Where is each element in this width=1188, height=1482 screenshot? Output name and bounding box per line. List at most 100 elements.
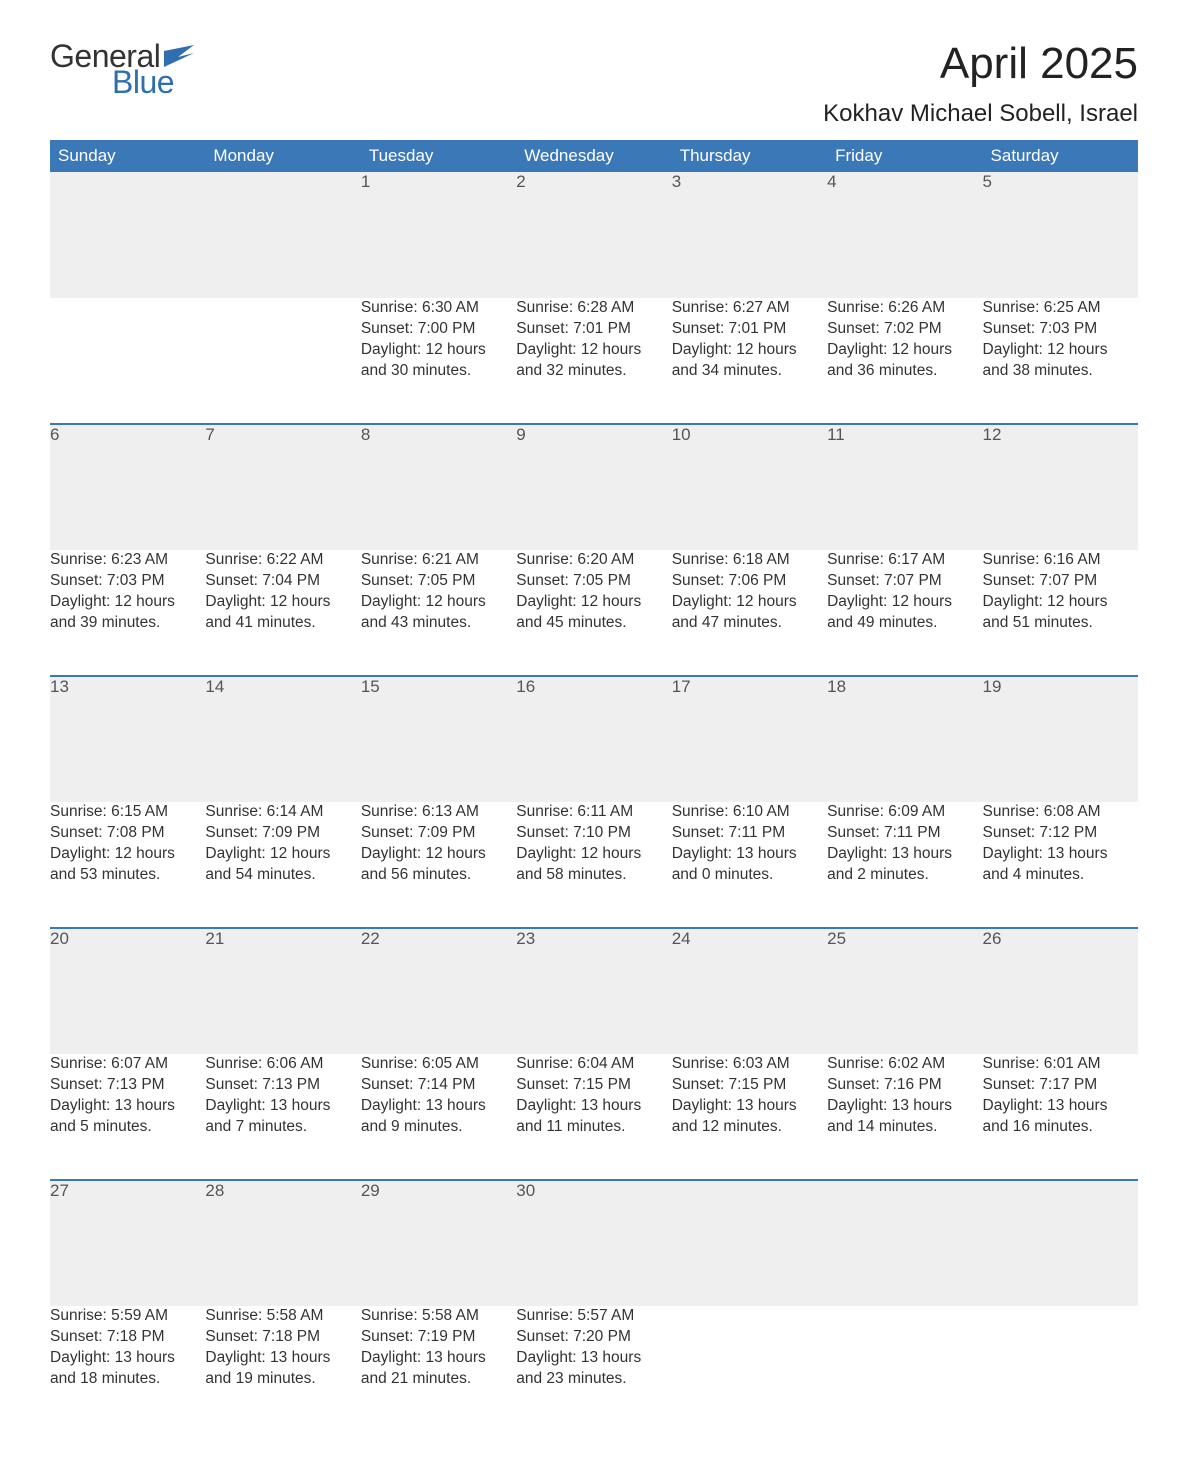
sunset-text: Sunset: 7:19 PM	[361, 1327, 516, 1348]
sunrise-text: Sunrise: 6:21 AM	[361, 550, 516, 571]
day-number-row: 6789101112	[50, 424, 1138, 550]
dl2-text: and 34 minutes.	[672, 361, 827, 382]
dl1-text: Daylight: 12 hours	[361, 592, 516, 613]
day-number: 26	[983, 928, 1138, 1054]
weekday-header: Friday	[827, 140, 982, 172]
dl1-text: Daylight: 12 hours	[205, 592, 360, 613]
day-content-row: Sunrise: 6:30 AMSunset: 7:00 PMDaylight:…	[50, 298, 1138, 424]
day-number: 28	[205, 1180, 360, 1306]
sunset-text: Sunset: 7:01 PM	[516, 319, 671, 340]
dl2-text: and 23 minutes.	[516, 1369, 671, 1390]
day-cell: Sunrise: 6:28 AMSunset: 7:01 PMDaylight:…	[516, 298, 671, 424]
day-cell: Sunrise: 6:22 AMSunset: 7:04 PMDaylight:…	[205, 550, 360, 676]
weekday-header: Thursday	[672, 140, 827, 172]
day-cell: Sunrise: 6:11 AMSunset: 7:10 PMDaylight:…	[516, 802, 671, 928]
dl1-text: Daylight: 12 hours	[827, 340, 982, 361]
day-cell: Sunrise: 6:01 AMSunset: 7:17 PMDaylight:…	[983, 1054, 1138, 1180]
sunrise-text: Sunrise: 6:06 AM	[205, 1054, 360, 1075]
dl2-text: and 2 minutes.	[827, 865, 982, 886]
location-subtitle: Kokhav Michael Sobell, Israel	[823, 100, 1138, 128]
day-cell: Sunrise: 5:58 AMSunset: 7:18 PMDaylight:…	[205, 1306, 360, 1432]
dl2-text: and 47 minutes.	[672, 613, 827, 634]
sunrise-text: Sunrise: 6:15 AM	[50, 802, 205, 823]
sunset-text: Sunset: 7:01 PM	[672, 319, 827, 340]
sunset-text: Sunset: 7:15 PM	[672, 1075, 827, 1096]
day-number: 25	[827, 928, 982, 1054]
page-header: General Blue April 2025 Kokhav Michael S…	[50, 40, 1138, 128]
day-cell: Sunrise: 6:04 AMSunset: 7:15 PMDaylight:…	[516, 1054, 671, 1180]
dl1-text: Daylight: 12 hours	[361, 844, 516, 865]
sunrise-text: Sunrise: 6:22 AM	[205, 550, 360, 571]
sunset-text: Sunset: 7:03 PM	[983, 319, 1138, 340]
dl1-text: Daylight: 12 hours	[205, 844, 360, 865]
sunset-text: Sunset: 7:10 PM	[516, 823, 671, 844]
day-cell: Sunrise: 6:20 AMSunset: 7:05 PMDaylight:…	[516, 550, 671, 676]
day-number: 9	[516, 424, 671, 550]
dl2-text: and 32 minutes.	[516, 361, 671, 382]
day-number: 20	[50, 928, 205, 1054]
dl2-text: and 43 minutes.	[361, 613, 516, 634]
sunrise-text: Sunrise: 6:05 AM	[361, 1054, 516, 1075]
dl1-text: Daylight: 13 hours	[827, 844, 982, 865]
dl2-text: and 21 minutes.	[361, 1369, 516, 1390]
sunrise-text: Sunrise: 6:02 AM	[827, 1054, 982, 1075]
day-number	[827, 1180, 982, 1306]
day-number: 27	[50, 1180, 205, 1306]
day-number: 5	[983, 172, 1138, 298]
dl2-text: and 49 minutes.	[827, 613, 982, 634]
dl1-text: Daylight: 12 hours	[672, 340, 827, 361]
day-cell: Sunrise: 6:30 AMSunset: 7:00 PMDaylight:…	[361, 298, 516, 424]
sunrise-text: Sunrise: 6:28 AM	[516, 298, 671, 319]
day-cell: Sunrise: 6:14 AMSunset: 7:09 PMDaylight:…	[205, 802, 360, 928]
day-cell	[205, 298, 360, 424]
sunset-text: Sunset: 7:03 PM	[50, 571, 205, 592]
day-cell: Sunrise: 6:13 AMSunset: 7:09 PMDaylight:…	[361, 802, 516, 928]
dl1-text: Daylight: 12 hours	[50, 592, 205, 613]
day-number: 3	[672, 172, 827, 298]
day-number-row: 12345	[50, 172, 1138, 298]
day-cell	[827, 1306, 982, 1432]
sunrise-text: Sunrise: 6:20 AM	[516, 550, 671, 571]
sunrise-text: Sunrise: 6:13 AM	[361, 802, 516, 823]
day-number-row: 20212223242526	[50, 928, 1138, 1054]
day-number: 19	[983, 676, 1138, 802]
day-cell	[50, 298, 205, 424]
dl2-text: and 38 minutes.	[983, 361, 1138, 382]
sunset-text: Sunset: 7:07 PM	[827, 571, 982, 592]
sunset-text: Sunset: 7:13 PM	[205, 1075, 360, 1096]
dl1-text: Daylight: 12 hours	[361, 340, 516, 361]
brand-word2: Blue	[112, 66, 194, 98]
sunset-text: Sunset: 7:02 PM	[827, 319, 982, 340]
sunrise-text: Sunrise: 6:04 AM	[516, 1054, 671, 1075]
day-cell: Sunrise: 6:03 AMSunset: 7:15 PMDaylight:…	[672, 1054, 827, 1180]
dl2-text: and 36 minutes.	[827, 361, 982, 382]
dl1-text: Daylight: 13 hours	[516, 1096, 671, 1117]
sunrise-text: Sunrise: 6:10 AM	[672, 802, 827, 823]
day-number: 11	[827, 424, 982, 550]
day-number-row: 27282930	[50, 1180, 1138, 1306]
day-number: 12	[983, 424, 1138, 550]
dl1-text: Daylight: 13 hours	[672, 844, 827, 865]
dl2-text: and 7 minutes.	[205, 1117, 360, 1138]
weekday-header: Tuesday	[361, 140, 516, 172]
day-number: 29	[361, 1180, 516, 1306]
dl2-text: and 9 minutes.	[361, 1117, 516, 1138]
weekday-header: Sunday	[50, 140, 205, 172]
sunrise-text: Sunrise: 5:58 AM	[205, 1306, 360, 1327]
brand-logo: General Blue	[50, 40, 194, 98]
sunset-text: Sunset: 7:17 PM	[983, 1075, 1138, 1096]
day-content-row: Sunrise: 6:07 AMSunset: 7:13 PMDaylight:…	[50, 1054, 1138, 1180]
sunset-text: Sunset: 7:05 PM	[361, 571, 516, 592]
sunset-text: Sunset: 7:09 PM	[205, 823, 360, 844]
sunset-text: Sunset: 7:07 PM	[983, 571, 1138, 592]
sunset-text: Sunset: 7:18 PM	[205, 1327, 360, 1348]
day-number: 2	[516, 172, 671, 298]
day-content-row: Sunrise: 6:15 AMSunset: 7:08 PMDaylight:…	[50, 802, 1138, 928]
sunrise-text: Sunrise: 6:23 AM	[50, 550, 205, 571]
dl2-text: and 14 minutes.	[827, 1117, 982, 1138]
dl1-text: Daylight: 12 hours	[983, 592, 1138, 613]
dl1-text: Daylight: 12 hours	[516, 340, 671, 361]
dl2-text: and 19 minutes.	[205, 1369, 360, 1390]
sunrise-text: Sunrise: 6:08 AM	[983, 802, 1138, 823]
dl1-text: Daylight: 13 hours	[827, 1096, 982, 1117]
